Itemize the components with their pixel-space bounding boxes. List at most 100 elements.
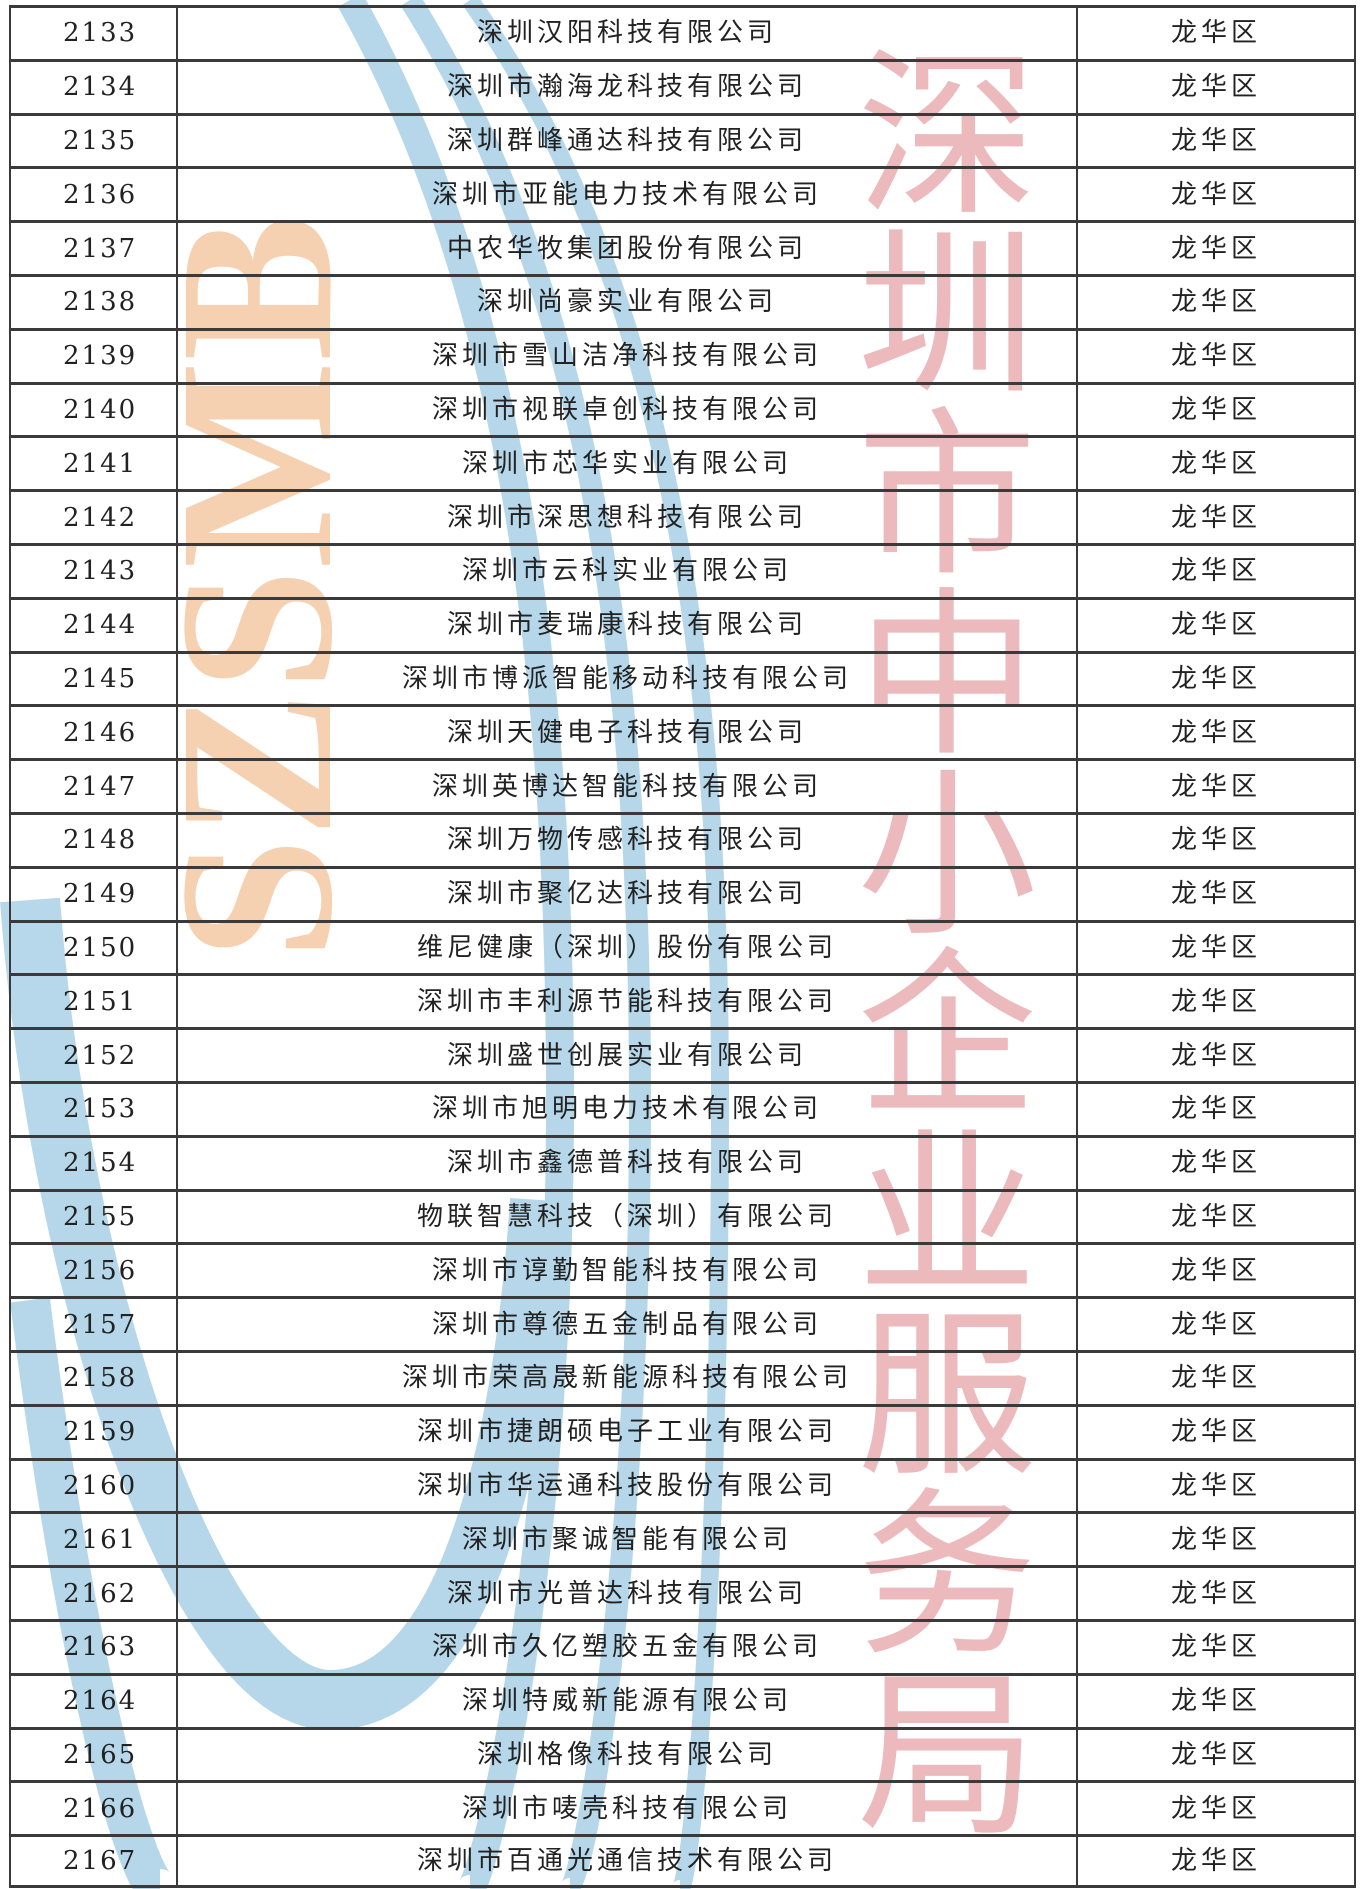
table-row: 2150 维尼健康（深圳）股份有限公司 龙华区 xyxy=(9,919,1356,974)
table-row: 2166 深圳市唛壳科技有限公司 龙华区 xyxy=(9,1780,1356,1835)
district: 龙华区 xyxy=(1170,341,1261,372)
district: 龙华区 xyxy=(1170,1201,1261,1232)
table-row: 2141 深圳市芯华实业有限公司 龙华区 xyxy=(9,435,1356,490)
table-row: 2145 深圳市博派智能移动科技有限公司 龙华区 xyxy=(9,650,1356,705)
district: 龙华区 xyxy=(1170,610,1261,641)
company-name: 深圳市视联卓创科技有限公司 xyxy=(178,384,1078,436)
company-name: 维尼健康（深圳）股份有限公司 xyxy=(178,922,1078,974)
table-row: 2146 深圳天健电子科技有限公司 龙华区 xyxy=(9,704,1356,759)
row-number: 2152 xyxy=(11,1030,178,1081)
row-number: 2158 xyxy=(11,1352,178,1404)
company-name: 深圳市捷朗硕电子工业有限公司 xyxy=(178,1406,1078,1458)
company-name: 深圳市芯华实业有限公司 xyxy=(178,438,1078,490)
district: 龙华区 xyxy=(1170,1094,1261,1125)
company-list-table: 2133 深圳汉阳科技有限公司 龙华区 2134 深圳市瀚海龙科技有限公司 龙华区 2135… xyxy=(9,0,1356,1888)
table-row: 2159 深圳市捷朗硕电子工业有限公司 龙华区 xyxy=(9,1403,1356,1458)
district: 龙华区 xyxy=(1170,717,1261,748)
company-name: 深圳天健电子科技有限公司 xyxy=(178,707,1078,759)
row-number: 2167 xyxy=(11,1837,178,1885)
company-name: 深圳市百通光通信技术有限公司 xyxy=(178,1837,1078,1885)
row-number: 2164 xyxy=(11,1675,178,1727)
company-name: 深圳特威新能源有限公司 xyxy=(178,1675,1078,1727)
company-name: 深圳市谆勤智能科技有限公司 xyxy=(178,1245,1078,1297)
company-name: 深圳市云科实业有限公司 xyxy=(178,545,1078,597)
row-number: 2156 xyxy=(11,1245,178,1297)
table-row: 2156 深圳市谆勤智能科技有限公司 龙华区 xyxy=(9,1242,1356,1297)
row-number: 2138 xyxy=(11,276,178,328)
company-name: 深圳市聚亿达科技有限公司 xyxy=(178,868,1078,920)
table-row: 2167 深圳市百通光通信技术有限公司 龙华区 xyxy=(9,1834,1356,1888)
company-name: 深圳汉阳科技有限公司 xyxy=(178,8,1078,59)
company-name: 深圳市麦瑞康科技有限公司 xyxy=(178,599,1078,651)
district: 龙华区 xyxy=(1170,556,1261,587)
row-number: 2155 xyxy=(11,1191,178,1243)
row-number: 2143 xyxy=(11,545,178,597)
company-name: 深圳格像科技有限公司 xyxy=(178,1729,1078,1781)
company-name: 深圳市亚能电力技术有限公司 xyxy=(178,169,1078,221)
company-name: 深圳市尊德五金制品有限公司 xyxy=(178,1299,1078,1350)
row-number: 2150 xyxy=(11,922,178,974)
district: 龙华区 xyxy=(1170,72,1261,103)
table-row: 2155 物联智慧科技（深圳）有限公司 龙华区 xyxy=(9,1188,1356,1243)
row-number: 2151 xyxy=(11,976,178,1028)
company-name: 深圳市瀚海龙科技有限公司 xyxy=(178,61,1078,113)
company-name: 深圳市荣高晟新能源科技有限公司 xyxy=(178,1352,1078,1404)
row-number: 2142 xyxy=(11,492,178,543)
district: 龙华区 xyxy=(1170,233,1261,264)
company-name: 深圳市深思想科技有限公司 xyxy=(178,492,1078,543)
row-number: 2149 xyxy=(11,868,178,920)
row-number: 2166 xyxy=(11,1783,178,1835)
district: 龙华区 xyxy=(1170,448,1261,479)
row-number: 2136 xyxy=(11,169,178,221)
row-number: 2162 xyxy=(11,1568,178,1619)
district: 龙华区 xyxy=(1170,1739,1261,1770)
district: 龙华区 xyxy=(1170,1793,1261,1824)
district: 龙华区 xyxy=(1170,1417,1261,1448)
table-row: 2133 深圳汉阳科技有限公司 龙华区 xyxy=(9,5,1356,59)
district: 龙华区 xyxy=(1170,1524,1261,1555)
district: 龙华区 xyxy=(1170,663,1261,694)
table-row: 2140 深圳市视联卓创科技有限公司 龙华区 xyxy=(9,381,1356,436)
table-row: 2161 深圳市聚诚智能有限公司 龙华区 xyxy=(9,1511,1356,1566)
table-row: 2137 中农华牧集团股份有限公司 龙华区 xyxy=(9,220,1356,274)
row-number: 2163 xyxy=(11,1621,178,1673)
district: 龙华区 xyxy=(1170,932,1261,963)
district: 龙华区 xyxy=(1170,1578,1261,1609)
company-name: 深圳市久亿塑胶五金有限公司 xyxy=(178,1621,1078,1673)
row-number: 2146 xyxy=(11,707,178,759)
company-name: 深圳英博达智能科技有限公司 xyxy=(178,761,1078,812)
table-row: 2158 深圳市荣高晟新能源科技有限公司 龙华区 xyxy=(9,1349,1356,1404)
district: 龙华区 xyxy=(1170,18,1261,49)
district: 龙华区 xyxy=(1170,125,1261,156)
row-number: 2137 xyxy=(11,223,178,274)
company-name: 深圳市丰利源节能科技有限公司 xyxy=(178,976,1078,1028)
district: 龙华区 xyxy=(1170,1040,1261,1071)
district: 龙华区 xyxy=(1170,502,1261,533)
row-number: 2160 xyxy=(11,1460,178,1512)
row-number: 2135 xyxy=(11,115,178,167)
company-name: 深圳市光普达科技有限公司 xyxy=(178,1568,1078,1619)
row-number: 2134 xyxy=(11,61,178,113)
row-number: 2141 xyxy=(11,438,178,490)
district: 龙华区 xyxy=(1170,1686,1261,1717)
row-number: 2144 xyxy=(11,599,178,651)
row-number: 2161 xyxy=(11,1514,178,1566)
row-number: 2133 xyxy=(11,8,178,59)
table-row: 2144 深圳市麦瑞康科技有限公司 龙华区 xyxy=(9,596,1356,651)
row-number: 2148 xyxy=(11,814,178,866)
table-row: 2157 深圳市尊德五金制品有限公司 龙华区 xyxy=(9,1296,1356,1350)
district: 龙华区 xyxy=(1170,1632,1261,1663)
district: 龙华区 xyxy=(1170,771,1261,802)
row-number: 2153 xyxy=(11,1083,178,1135)
district: 龙华区 xyxy=(1170,879,1261,910)
company-name: 中农华牧集团股份有限公司 xyxy=(178,223,1078,274)
table-row: 2163 深圳市久亿塑胶五金有限公司 龙华区 xyxy=(9,1618,1356,1673)
district: 龙华区 xyxy=(1170,986,1261,1017)
table-row: 2154 深圳市鑫德普科技有限公司 龙华区 xyxy=(9,1134,1356,1189)
district: 龙华区 xyxy=(1170,1309,1261,1340)
company-name: 深圳市博派智能移动科技有限公司 xyxy=(178,653,1078,705)
district: 龙华区 xyxy=(1170,1148,1261,1179)
company-name: 深圳群峰通达科技有限公司 xyxy=(178,115,1078,167)
row-number: 2165 xyxy=(11,1729,178,1781)
company-name: 深圳盛世创展实业有限公司 xyxy=(178,1030,1078,1081)
